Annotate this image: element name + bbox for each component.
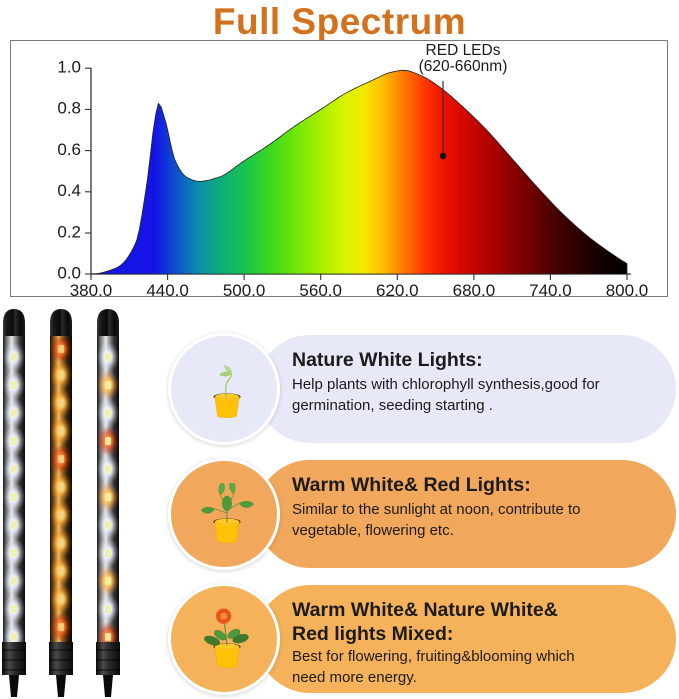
svg-text:0.6: 0.6 bbox=[57, 140, 81, 159]
svg-text:500.0: 500.0 bbox=[223, 281, 266, 298]
svg-text:0.8: 0.8 bbox=[57, 99, 81, 118]
svg-text:800.0: 800.0 bbox=[606, 281, 649, 298]
svg-text:0.0: 0.0 bbox=[57, 264, 81, 283]
svg-text:380.0: 380.0 bbox=[70, 281, 113, 298]
svg-text:680.0: 680.0 bbox=[453, 281, 496, 298]
svg-text:RED LEDs: RED LEDs bbox=[426, 42, 501, 59]
svg-text:440.0: 440.0 bbox=[146, 281, 189, 298]
svg-text:(620-660nm): (620-660nm) bbox=[419, 58, 508, 75]
svg-text:0.4: 0.4 bbox=[57, 181, 81, 200]
svg-text:1.0: 1.0 bbox=[57, 58, 81, 77]
svg-text:0.2: 0.2 bbox=[57, 222, 81, 241]
svg-text:620.0: 620.0 bbox=[376, 281, 419, 298]
svg-text:740.0: 740.0 bbox=[529, 281, 572, 298]
svg-text:560.0: 560.0 bbox=[299, 281, 342, 298]
